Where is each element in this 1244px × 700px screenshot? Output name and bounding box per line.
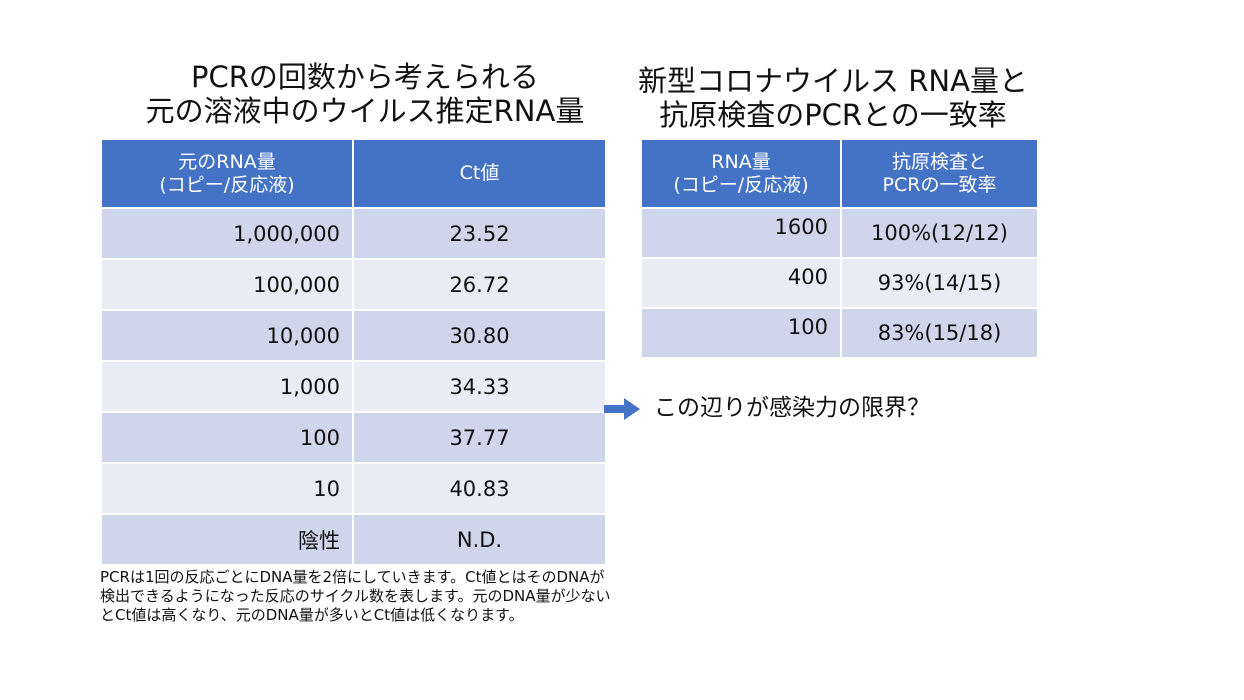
ct-cell: 26.72 [352, 258, 607, 311]
table-header-row: 元のRNA量 (コピー/反応液) Ct値 [100, 138, 607, 209]
rate-cell: 93%(14/15) [840, 257, 1039, 309]
rna-cell: 陰性 [100, 513, 354, 566]
footnote: PCRは1回の反応ごとにDNA量を2倍にしていきます。Ct値とはそのDNAが 検… [100, 568, 720, 625]
ct-cell: N.D. [352, 513, 607, 566]
table-row: 10 40.83 [100, 462, 607, 515]
right-title-line1: 新型コロナウイルス RNA量と [638, 64, 1028, 98]
header-rna-amount: RNA量 (コピー/反応液) [640, 138, 842, 209]
header-rna-line2: (コピー/反応液) [673, 173, 809, 196]
table-row: 100,000 26.72 [100, 258, 607, 311]
rna-cell: 1600 [640, 207, 842, 259]
table-row: 100 83%(15/18) [640, 307, 1039, 359]
ct-cell: 23.52 [352, 207, 607, 260]
table-header-row: RNA量 (コピー/反応液) 抗原検査と PCRの一致率 [640, 138, 1039, 209]
rna-cell: 1,000 [100, 360, 354, 413]
header-rna-line1: 元のRNA量 [178, 150, 276, 173]
footnote-line3: とCt値は高くなり、元のDNA量が多いとCt値は低くなります。 [100, 606, 524, 624]
right-table-title: 新型コロナウイルス RNA量と 抗原検査のPCRとの一致率 [598, 64, 1068, 132]
table-row: 1600 100%(12/12) [640, 207, 1039, 259]
rna-cell: 10 [100, 462, 354, 515]
header-agreement-rate: 抗原検査と PCRの一致率 [840, 138, 1039, 209]
rna-cell: 1,000,000 [100, 207, 354, 260]
table-row: 陰性 N.D. [100, 513, 607, 566]
rna-cell: 100 [100, 411, 354, 464]
header-rna-amount: 元のRNA量 (コピー/反応液) [100, 138, 354, 209]
left-title-line1: PCRの回数から考えられる [191, 60, 539, 94]
ct-cell: 40.83 [352, 462, 607, 515]
header-rate-line2: PCRの一致率 [882, 173, 997, 196]
rna-cell: 100 [640, 307, 842, 359]
table-row: 400 93%(14/15) [640, 257, 1039, 309]
header-rna-line2: (コピー/反応液) [159, 173, 295, 196]
rna-cell: 400 [640, 257, 842, 309]
table-row: 1,000 34.33 [100, 360, 607, 413]
footnote-line2: 検出できるようになった反応のサイクル数を表します。元のDNA量が少ない [100, 587, 611, 605]
left-table-title: PCRの回数から考えられる 元の溶液中のウイルス推定RNA量 [100, 60, 630, 128]
header-ct-value: Ct値 [352, 138, 607, 209]
table-row: 10,000 30.80 [100, 309, 607, 362]
ct-cell: 37.77 [352, 411, 607, 464]
footnote-line1: PCRは1回の反応ごとにDNA量を2倍にしていきます。Ct値とはそのDNAが [100, 568, 605, 586]
table-row: 100 37.77 [100, 411, 607, 464]
table-row: 1,000,000 23.52 [100, 207, 607, 260]
ct-cell: 34.33 [352, 360, 607, 413]
ct-value-table: 元のRNA量 (コピー/反応液) Ct値 1,000,000 23.52 100… [100, 138, 607, 566]
rate-cell: 83%(15/18) [840, 307, 1039, 359]
right-title-line2: 抗原検査のPCRとの一致率 [659, 98, 1007, 132]
left-title-line2: 元の溶液中のウイルス推定RNA量 [145, 94, 585, 128]
callout-text: この辺りが感染力の限界？ [654, 395, 930, 421]
right-arrow-icon [604, 398, 640, 420]
rna-cell: 10,000 [100, 309, 354, 362]
header-rate-line1: 抗原検査と [891, 150, 987, 173]
rate-cell: 100%(12/12) [840, 207, 1039, 259]
rna-cell: 100,000 [100, 258, 354, 311]
header-rna-line1: RNA量 [711, 150, 771, 173]
ct-cell: 30.80 [352, 309, 607, 362]
antigen-agreement-table: RNA量 (コピー/反応液) 抗原検査と PCRの一致率 1600 100%(1… [640, 138, 1039, 359]
